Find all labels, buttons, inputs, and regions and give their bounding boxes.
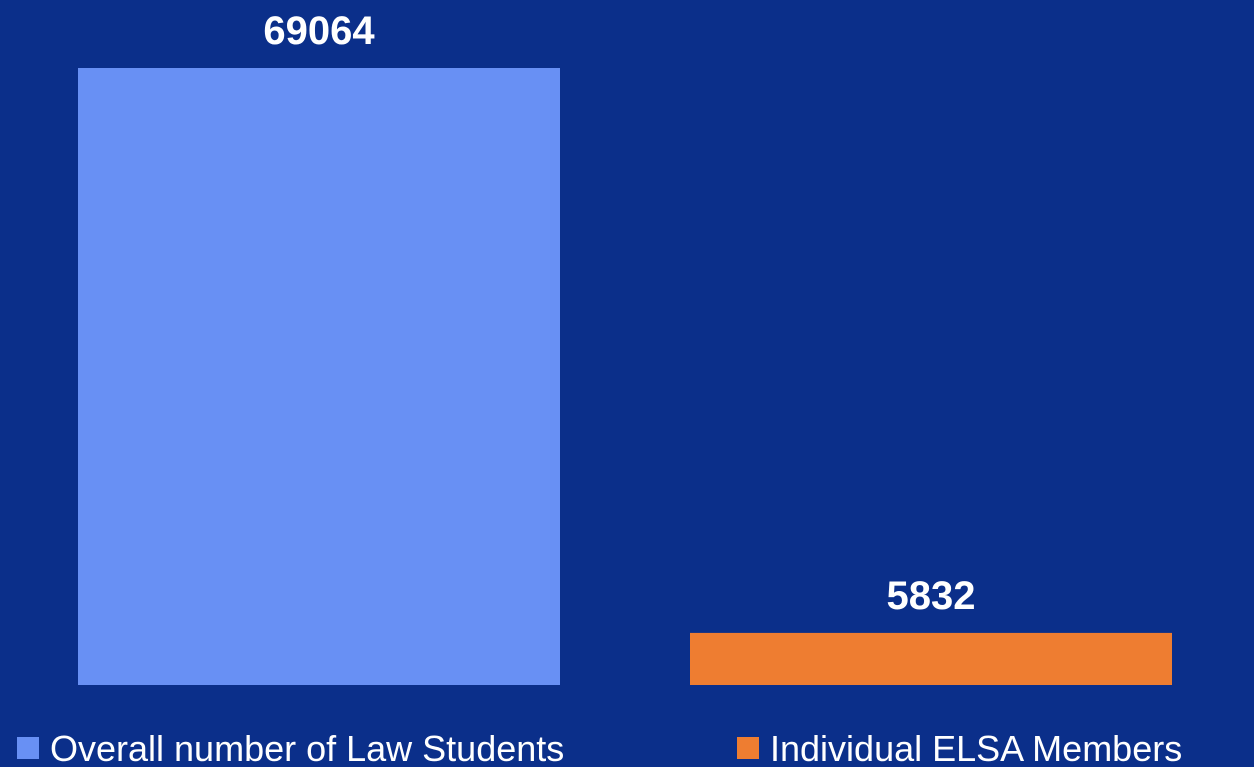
legend-swatch xyxy=(737,737,759,759)
data-label: 69064 xyxy=(263,9,375,53)
bar xyxy=(690,632,1172,685)
legend-swatch xyxy=(17,737,39,759)
data-label: 5832 xyxy=(887,574,976,618)
legend-label: Individual ELSA Members xyxy=(770,728,1182,767)
legend-label: Overall number of Law Students xyxy=(50,728,564,767)
bar xyxy=(78,68,560,685)
